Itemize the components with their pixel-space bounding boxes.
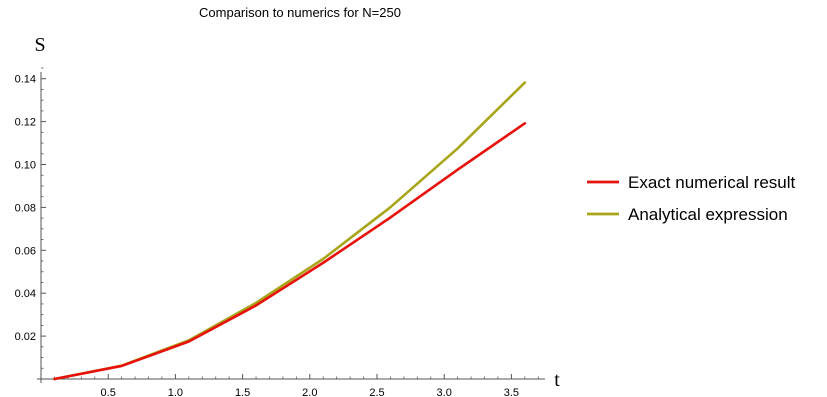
y-tick-label: 0.10 bbox=[15, 160, 36, 172]
x-tick-label: 2.5 bbox=[369, 387, 384, 397]
y-axis-label: S bbox=[34, 34, 45, 56]
x-tick-label: 2.0 bbox=[302, 387, 317, 397]
y-tick-label: 0.04 bbox=[15, 288, 36, 300]
y-axis-ticks: 0.02 0.04 0.06 0.08 0.10 0.12 0.14 bbox=[15, 67, 46, 369]
legend: Exact numerical result Analytical express… bbox=[587, 173, 796, 224]
x-tick-label: 3.5 bbox=[504, 387, 519, 397]
axes bbox=[37, 72, 545, 383]
x-tick-label: 3.0 bbox=[437, 387, 452, 397]
legend-label: Analytical expression bbox=[628, 205, 788, 224]
series-line-exact-numerical-result bbox=[53, 122, 527, 381]
x-tick-label: 1.0 bbox=[168, 387, 183, 397]
x-tick-label: 1.5 bbox=[235, 387, 250, 397]
y-tick-label: 0.02 bbox=[15, 331, 36, 343]
y-tick-label: 0.06 bbox=[15, 245, 36, 257]
chart-title: Comparison to numerics for N=250 bbox=[199, 5, 401, 20]
x-tick-label: 0.5 bbox=[101, 387, 116, 397]
series-line-analytical-expression bbox=[53, 81, 527, 381]
y-tick-label: 0.14 bbox=[15, 74, 36, 86]
y-tick-label: 0.08 bbox=[15, 202, 36, 214]
legend-label: Exact numerical result bbox=[628, 173, 796, 192]
x-axis-label: t bbox=[554, 369, 560, 391]
x-axis-ticks: 0.5 1.0 1.5 2.0 2.5 3.0 3.5 bbox=[54, 374, 539, 397]
y-tick-label: 0.12 bbox=[15, 117, 36, 129]
series-lines bbox=[53, 81, 527, 381]
